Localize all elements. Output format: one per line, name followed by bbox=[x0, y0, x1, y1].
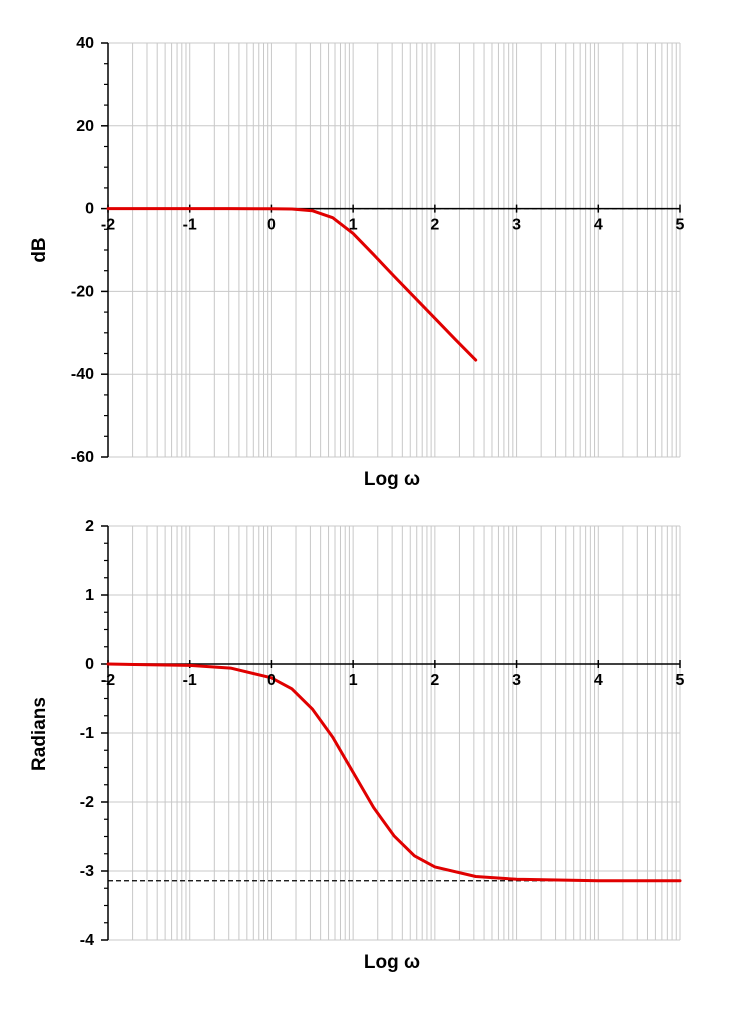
phase-series bbox=[106, 662, 682, 883]
magnitude-x-tick-label: -1 bbox=[183, 217, 197, 234]
phase-chart: 2 1 0 -1 -2 -3 -4 -2 -1 0 1 2 3 4 5 Log ω Radians bbox=[29, 518, 685, 973]
phase-x-tick-label: 5 bbox=[676, 672, 685, 689]
magnitude-y-axis-label: dB bbox=[29, 237, 50, 262]
magnitude-x-tick-label: 2 bbox=[430, 217, 439, 234]
phase-x-tick-label: 4 bbox=[594, 672, 603, 689]
phase-x-tick-label: -2 bbox=[101, 672, 115, 689]
magnitude-y-tick-label: -20 bbox=[71, 283, 94, 300]
magnitude-axes bbox=[101, 42, 681, 458]
phase-y-tick-label: 1 bbox=[85, 587, 94, 604]
magnitude-y-tick-label: 20 bbox=[76, 118, 94, 135]
magnitude-x-tick-label: 4 bbox=[594, 217, 603, 234]
magnitude-series-line bbox=[106, 207, 478, 362]
magnitude-series bbox=[106, 207, 478, 362]
phase-y-tick-label: -3 bbox=[80, 863, 94, 880]
phase-x-tick-label: 3 bbox=[512, 672, 521, 689]
phase-axes bbox=[101, 525, 681, 941]
magnitude-y-tick-label: -40 bbox=[71, 366, 94, 383]
magnitude-x-tick-label: 5 bbox=[676, 217, 685, 234]
phase-y-tick-label: -2 bbox=[80, 794, 94, 811]
magnitude-x-axis-label: Log ω bbox=[364, 469, 420, 490]
magnitude-x-tick-label: 3 bbox=[512, 217, 521, 234]
magnitude-y-tick-label: -60 bbox=[71, 449, 94, 466]
magnitude-x-tick-label: 1 bbox=[349, 217, 358, 234]
phase-y-tick-label: -1 bbox=[80, 725, 94, 742]
phase-y-tick-label: -4 bbox=[80, 932, 94, 949]
magnitude-y-tick-label: 40 bbox=[76, 35, 94, 52]
magnitude-y-tick-label: 0 bbox=[85, 201, 94, 218]
phase-y-tick-label: 2 bbox=[85, 518, 94, 535]
phase-x-tick-label: 1 bbox=[349, 672, 358, 689]
phase-y-tick-label: 0 bbox=[85, 656, 94, 673]
phase-tick-labels: 2 1 0 -1 -2 -3 -4 -2 -1 0 1 2 3 4 5 bbox=[80, 518, 685, 949]
phase-x-tick-label: -1 bbox=[183, 672, 197, 689]
magnitude-chart: 40 20 0 -20 -40 -60 -2 -1 0 1 2 3 4 5 Log ω dB bbox=[29, 35, 685, 490]
phase-x-axis-label: Log ω bbox=[364, 952, 420, 973]
magnitude-grid bbox=[107, 42, 681, 458]
phase-x-tick-label: 2 bbox=[430, 672, 439, 689]
magnitude-x-tick-label: 0 bbox=[267, 217, 276, 234]
phase-grid bbox=[107, 525, 681, 941]
phase-x-tick-label: 0 bbox=[267, 672, 276, 689]
phase-y-axis-label: Radians bbox=[29, 697, 50, 771]
phase-series-line bbox=[106, 662, 682, 883]
magnitude-tick-labels: 40 20 0 -20 -40 -60 -2 -1 0 1 2 3 4 5 bbox=[71, 35, 685, 466]
magnitude-x-tick-label: -2 bbox=[101, 217, 115, 234]
